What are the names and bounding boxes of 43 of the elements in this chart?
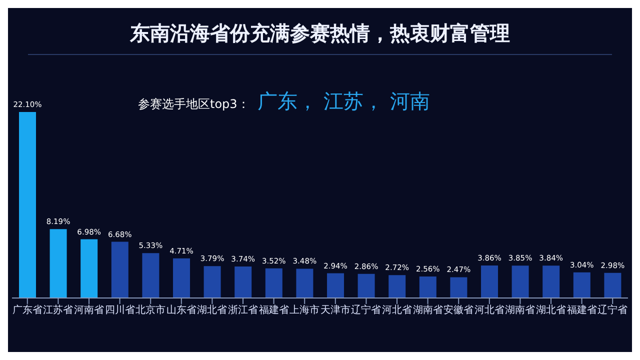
x-tick-label: 浙江省 [228,304,258,316]
x-tick-label: 安徽省 [444,304,474,316]
bar [450,277,468,298]
x-tick-label: 河南省 [74,304,104,316]
x-tick-label: 湖北省 [536,304,566,316]
bar [80,239,98,298]
x-tick-label: 北京市 [136,304,166,316]
bar [542,266,560,298]
bar [327,273,344,298]
bar [19,112,36,298]
bar [481,266,498,298]
chart-title: 东南沿海省份充满参赛热情，热衷财富管理 [128,20,511,47]
x-tick-label: 四川省 [104,304,135,316]
x-tick-label: 上海市 [290,304,320,316]
x-tick-label: 辽宁省 [598,304,628,316]
x-tick-label: 辽宁省 [351,304,382,316]
bar [173,258,190,298]
bar [419,276,436,298]
x-tick-label: 河北省 [382,304,412,316]
bar [50,229,67,298]
bar [358,274,375,298]
x-tick-label: 湖北省 [197,304,228,316]
x-tick-label: 河北省 [474,304,504,316]
x-tick-label: 福建省 [566,304,597,316]
bar [604,272,622,298]
x-tick-label: 湖南省 [412,304,443,316]
x-tick-label: 江苏省 [43,304,74,316]
bar [265,268,282,298]
chart-subtitle: 参赛选手地区top3： [138,96,250,113]
x-tick-label: 天津市 [320,304,350,316]
x-tick-label: 广东省 [12,304,42,316]
bar [512,266,529,298]
bar [142,253,160,298]
bar [296,268,314,298]
bar [573,272,590,298]
x-tick-label: 山东省 [166,304,196,316]
bar [388,275,406,298]
bar [234,266,252,298]
bar [111,242,128,298]
bar [204,266,221,298]
x-tick-label: 福建省 [258,304,289,316]
annotation: 广东， 江苏， 河南 [257,88,430,115]
x-tick-label: 湖南省 [505,304,536,316]
